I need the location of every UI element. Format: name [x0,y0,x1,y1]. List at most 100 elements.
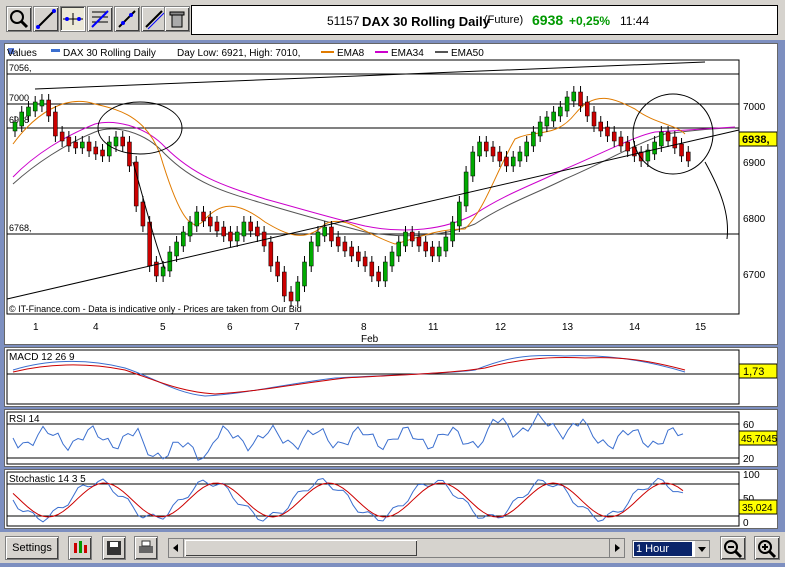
candle [86,141,92,152]
candle [504,156,509,167]
candle [558,106,563,117]
legend-swatch-ema8 [321,51,334,53]
candle [349,246,354,257]
zoom-plus-icon[interactable] [754,536,780,560]
macd-panel: MACD 12 26 9 1,73 [4,347,778,407]
rsi-level-60: 60 [743,420,755,431]
price-chart[interactable]: Values DAX 30 Rolling Daily Day Low: 692… [5,44,778,345]
timeframe-select[interactable]: 1 Hour [632,540,710,558]
stoch-k-line [12,477,684,523]
rsi-value: 45,7045 [741,434,777,445]
bottom-bar: Settings 1 Hour [0,532,785,563]
candle [450,221,455,242]
x-tick-label: 7 [294,322,300,333]
candle [457,201,462,227]
candle [187,221,193,237]
settings-button[interactable]: Settings [5,536,59,560]
candle [181,231,186,247]
zoom-out-icon[interactable] [720,536,746,560]
timeframe-value: 1 Hour [634,542,692,556]
legend-ema50: EMA50 [451,48,484,59]
axis-label-7000: 7000 [743,102,766,113]
candle [598,121,603,132]
price-chart-panel: Values DAX 30 Rolling Daily Day Low: 692… [4,43,778,345]
x-axis-labels: 1 4 5 6 7 8 11 12 13 14 15 [33,322,707,333]
candle [625,141,630,152]
rsi-line [12,412,684,461]
candle [665,131,671,142]
price-change: +0,25% [569,14,611,28]
candle [255,226,260,237]
rsi-label: RSI 14 [9,414,40,425]
horizontal-scrollbar[interactable] [168,538,625,558]
candle [369,261,375,277]
candle [140,201,146,227]
legend-swatch-series [51,49,60,52]
chevron-down-icon[interactable] [695,541,709,557]
candle [100,149,105,157]
candle [490,146,496,157]
scroll-left-icon[interactable] [169,539,184,557]
stoch-d-line [12,482,684,518]
x-tick-label: 11 [428,322,439,333]
candle [194,211,200,227]
candle [234,231,240,242]
x-tick-label: 13 [562,322,574,333]
fibonacci-icon[interactable] [87,6,113,32]
legend-swatch-ema34 [375,51,388,53]
x-tick-label: 6 [227,322,233,333]
candle [335,236,341,247]
candle [107,141,112,157]
candle [389,251,395,267]
candle [207,216,213,227]
candle [686,151,691,162]
rsi-chart[interactable]: RSI 14 60 20 45,7045 [5,410,778,466]
candle [73,141,78,149]
candle [605,126,610,137]
candle [59,131,65,142]
print-icon[interactable] [134,536,158,560]
candle [308,241,314,267]
candle [214,221,220,232]
scroll-thumb[interactable] [185,540,417,556]
quote-time: 11:44 [620,14,650,28]
candle [46,99,51,117]
candle [376,271,381,282]
axis-label-6700: 6700 [743,270,766,281]
macd-chart[interactable]: MACD 12 26 9 1,73 [5,348,778,406]
x-tick-label: 14 [629,322,641,333]
candle [26,106,31,117]
candle [551,111,556,122]
last-price: 6938 [532,12,564,28]
candle [147,221,152,267]
crosshair-icon[interactable] [60,6,86,32]
candle [66,136,72,147]
legend-series: DAX 30 Rolling Daily [63,48,156,59]
candle [645,149,651,162]
candle [19,111,24,127]
trash-icon[interactable] [164,6,190,32]
candle [53,111,58,137]
candle [396,241,402,257]
rsi-level-20: 20 [743,454,755,465]
candle [477,141,482,157]
draw-line-icon[interactable] [33,6,59,32]
stochastic-label: Stochastic 14 3 5 [9,474,86,485]
candle [342,241,348,252]
label-6768: 6768, [9,223,32,233]
candle [430,246,435,257]
stochastic-panel: Stochastic 14 3 5 100 50 0 35,024 [4,469,778,529]
instrument-code: 51157 [327,14,360,28]
zoom-in-icon[interactable] [6,6,32,32]
month-label: Feb [361,334,379,344]
candle [228,231,233,242]
stochastic-chart[interactable]: Stochastic 14 3 5 100 50 0 35,024 [5,470,778,529]
candle [383,261,388,282]
candle [510,156,516,167]
save-icon[interactable] [102,536,126,560]
scroll-right-icon[interactable] [609,539,624,557]
chart-icon[interactable] [68,536,92,560]
trend-icon[interactable] [114,6,140,32]
instrument-title: 51157 DAX 30 Rolling Daily (Future) 6938… [191,5,778,35]
legend-swatch-ema50 [435,51,448,53]
